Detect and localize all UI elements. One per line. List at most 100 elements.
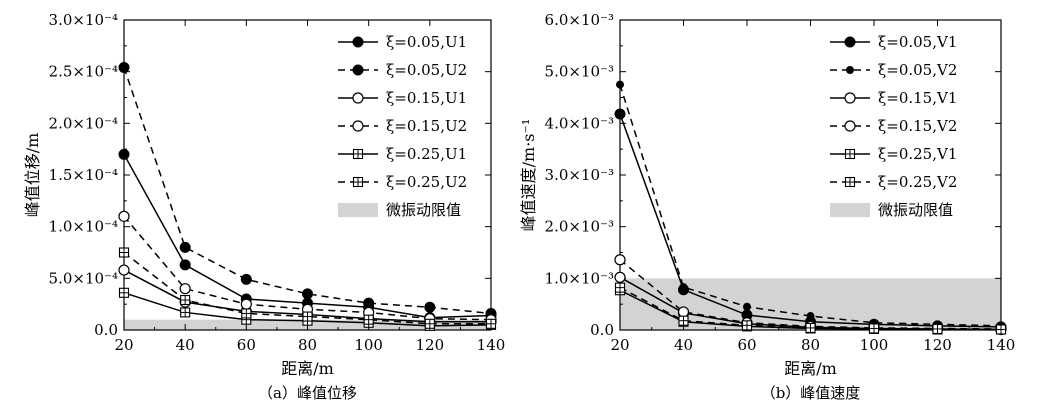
legend-label: ξ=0.25,V1 [878, 145, 957, 163]
data-point [614, 108, 626, 120]
data-point [302, 288, 313, 300]
legend-swatch [338, 203, 378, 217]
legend-item: ξ=0.15,V1 [830, 89, 957, 107]
data-point [741, 320, 753, 331]
x-tick-label: 60 [237, 336, 256, 354]
data-point [806, 312, 815, 321]
y-tick-label: 3.0×10⁻⁴ [49, 11, 118, 29]
legend-swatch [830, 203, 870, 217]
legend-item: ξ=0.15,V2 [830, 117, 957, 135]
legend-item: ξ=0.15,U1 [338, 89, 467, 107]
x-tick-label: 40 [176, 336, 195, 354]
y-tick-label: 2.0×10⁻⁴ [49, 114, 118, 132]
x-axis-label: 距离/m [281, 359, 334, 378]
legend-marker [352, 64, 364, 76]
data-point [240, 273, 252, 285]
data-point [614, 254, 626, 266]
legend-label: ξ=0.15,V2 [878, 117, 957, 135]
series-2 [118, 62, 497, 319]
legend-label: ξ=0.25,U2 [386, 173, 467, 191]
legend-item-limit: 微振动限值 [338, 201, 461, 219]
legend-marker [352, 176, 364, 188]
data-point [932, 323, 943, 335]
legend-label: ξ=0.15,U2 [386, 117, 467, 135]
data-point [679, 283, 688, 292]
legend-marker [352, 92, 364, 104]
legend-marker [352, 148, 364, 160]
legend-marker [844, 36, 856, 48]
chart-panel-1: 20 40 60 80 100 120 140 0.0 5.0×10⁻⁴ 1.0×10⁻⁴ 1.5×… [23, 11, 505, 402]
legend-item: ξ=0.05,U1 [338, 33, 467, 51]
y-tick-label: 0.0 [94, 321, 118, 339]
x-tick-label: 80 [801, 336, 820, 354]
x-tick-label: 120 [416, 336, 445, 354]
legend-item: ξ=0.25,U1 [338, 145, 467, 163]
data-point [179, 259, 191, 271]
chart-panel-2: 20 40 60 80 100 120 140 0.0 1.0×10⁻³ 2.0×10⁻³ 3.0×… [519, 11, 1015, 402]
data-point [179, 241, 191, 253]
series-6 [614, 282, 1007, 335]
x-tick-label: 60 [737, 336, 756, 354]
legend-item: ξ=0.25,U2 [338, 173, 467, 191]
x-tick-label: 120 [923, 336, 952, 354]
legend-marker [846, 66, 854, 74]
data-point [240, 298, 252, 310]
y-tick-label: 1.0×10⁻³ [545, 269, 614, 287]
data-point [363, 314, 374, 325]
data-point [678, 315, 689, 326]
legend-marker [352, 120, 364, 132]
legend-marker [844, 92, 856, 104]
y-axis-label: 峰值位移/m [23, 133, 42, 218]
y-tick-label: 3.0×10⁻³ [545, 166, 614, 184]
legend-item: ξ=0.25,V2 [830, 173, 957, 191]
data-point [424, 301, 436, 313]
x-tick-label: 140 [987, 336, 1016, 354]
data-point [614, 282, 626, 293]
y-tick-label: 5.0×10⁻³ [545, 63, 614, 81]
legend-label: 微振动限值 [878, 201, 953, 219]
data-point [743, 302, 751, 311]
data-point [241, 308, 252, 319]
data-point [118, 247, 130, 258]
legend-marker [844, 120, 856, 132]
data-point [424, 318, 435, 329]
panel-caption: （b）峰值速度 [761, 384, 861, 402]
data-point [118, 210, 130, 222]
legend-label: 微振动限值 [386, 201, 461, 219]
x-tick-label: 140 [477, 336, 506, 354]
data-point [363, 297, 375, 309]
y-tick-label: 2.5×10⁻⁴ [49, 63, 118, 81]
data-point [616, 80, 624, 89]
legend-item: ξ=0.05,U2 [338, 61, 467, 79]
legend-label: ξ=0.25,U1 [386, 145, 467, 163]
data-point [677, 306, 690, 318]
x-tick-label: 100 [860, 336, 889, 354]
legend-item: ξ=0.15,U2 [338, 117, 467, 135]
legend-item: ξ=0.25,V1 [830, 145, 957, 163]
data-point [118, 287, 130, 298]
data-point [180, 307, 191, 318]
legend-label: ξ=0.15,U1 [386, 89, 467, 107]
y-tick-label: 1.0×10⁻⁴ [49, 218, 118, 236]
legend-marker [844, 176, 856, 188]
panel-caption: （a）峰值位移 [258, 384, 357, 402]
x-tick-label: 80 [298, 336, 317, 354]
data-point [995, 324, 1007, 335]
data-point [118, 264, 130, 276]
legend-label: ξ=0.25,V2 [878, 173, 957, 191]
legend-marker [352, 36, 364, 48]
y-tick-label: 1.5×10⁻⁴ [49, 166, 118, 184]
data-point [302, 311, 313, 322]
legend-item: ξ=0.05,V1 [830, 33, 957, 51]
x-tick-label: 20 [114, 336, 133, 354]
x-tick-label: 100 [354, 336, 383, 354]
legend-marker [844, 148, 856, 160]
data-point [868, 323, 880, 334]
data-point [179, 283, 191, 295]
x-axis-label: 距离/m [784, 359, 837, 378]
legend: ξ=0.05,U1 ξ=0.05,U2 ξ=0.15,U1 ξ=0.15,U2 ξ=0.… [338, 33, 467, 219]
y-tick-label: 2.0×10⁻³ [545, 218, 614, 236]
data-point [118, 148, 130, 160]
legend-label: ξ=0.05,U1 [386, 33, 467, 51]
